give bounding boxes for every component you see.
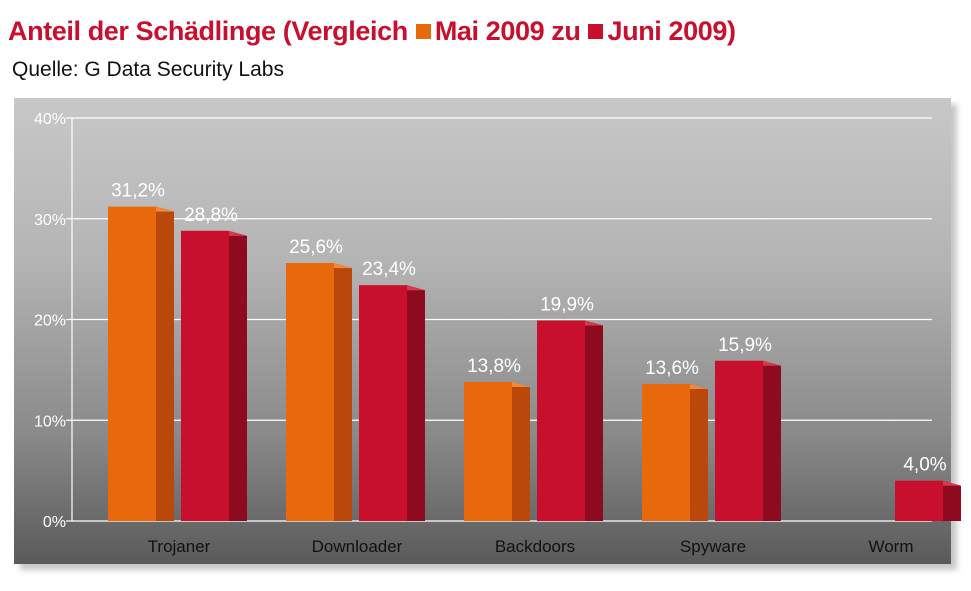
bar — [108, 206, 156, 521]
y-tick-label: 40% — [34, 111, 66, 128]
data-label: 13,6% — [645, 358, 699, 379]
legend-label-june: Juni 2009) — [607, 16, 736, 46]
x-tick-label: Downloader — [312, 537, 403, 556]
bar — [895, 480, 943, 521]
bar — [715, 360, 763, 521]
data-label: 13,8% — [467, 356, 521, 377]
data-label: 25,6% — [289, 237, 343, 258]
x-tick-label: Trojaner — [148, 537, 211, 556]
x-tick-label: Spyware — [680, 537, 746, 556]
bar — [464, 381, 512, 521]
y-tick-label: 10% — [34, 413, 66, 430]
data-label: 31,2% — [111, 181, 165, 202]
chart-source: Quelle: G Data Security Labs — [12, 58, 284, 81]
y-tick-label: 30% — [34, 212, 66, 229]
legend-swatch-june — [588, 24, 604, 39]
data-label: 23,4% — [362, 259, 416, 280]
bar-side — [763, 360, 781, 521]
bar-side — [334, 263, 352, 521]
chart-title: Anteil der Schädlinge (Vergleich Mai 2009… — [8, 16, 736, 47]
y-tick-label: 20% — [34, 313, 66, 330]
data-label: 19,9% — [540, 295, 594, 316]
bar-side — [156, 206, 174, 521]
bar — [286, 263, 334, 521]
y-tick-label: 0% — [43, 514, 66, 531]
title-prefix: Anteil der Schädlinge (Vergleich — [8, 16, 408, 46]
bar — [537, 320, 585, 521]
data-label: 15,9% — [718, 335, 772, 356]
legend-label-may: Mai 2009 zu — [434, 16, 581, 46]
data-label: 4,0% — [903, 455, 946, 476]
bar-side — [229, 230, 247, 521]
bar-side — [585, 320, 603, 521]
x-tick-label: Worm — [868, 537, 913, 556]
bar — [359, 285, 407, 521]
data-label: 28,8% — [184, 205, 238, 226]
bar — [181, 230, 229, 521]
bar-side — [690, 383, 708, 521]
bar-side — [407, 285, 425, 521]
x-tick-label: Backdoors — [495, 537, 575, 556]
bar-side — [512, 381, 530, 521]
bar-side — [943, 480, 961, 521]
bar — [642, 383, 690, 521]
legend-swatch-may — [415, 24, 431, 39]
